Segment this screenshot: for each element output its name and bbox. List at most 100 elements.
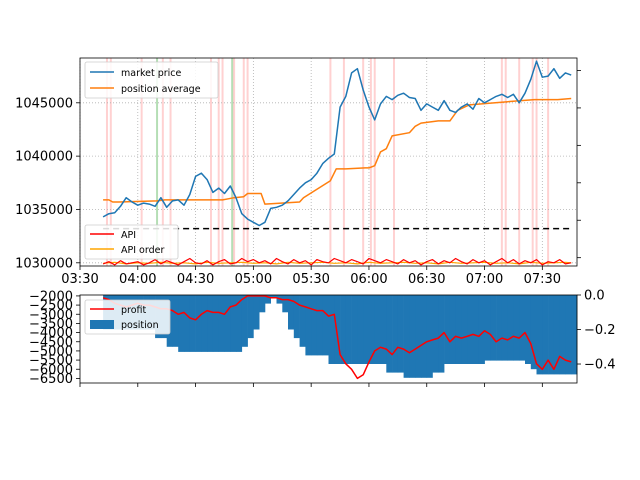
position-bar — [438, 295, 445, 373]
market-price-line — [102, 60, 572, 227]
right-y-tick-label: 0.0 — [584, 289, 605, 304]
left-y-tick-label: −3500 — [29, 317, 73, 332]
position-bar — [496, 295, 503, 361]
top-y-axis: 1030000 1035000 1040000 1045000 — [15, 96, 80, 271]
position-bar — [380, 295, 387, 364]
x-tick-label: 03:30 — [61, 272, 98, 287]
legend-label-api: API — [121, 230, 136, 241]
position-bar — [478, 295, 485, 364]
position-bar — [230, 295, 237, 352]
x-tick-label: 06:00 — [350, 272, 387, 287]
profit-series — [102, 295, 572, 380]
position-bar — [201, 295, 208, 352]
left-y-tick-label: −6500 — [29, 372, 73, 387]
position-bar — [565, 295, 572, 375]
left-y-tick-label: −4500 — [29, 335, 73, 350]
left-y-tick-label: −2000 — [29, 289, 73, 304]
legend-label-market-price: market price — [121, 68, 182, 79]
bottom-x-axis — [79, 383, 543, 387]
position-bar — [519, 295, 526, 361]
position-bar — [553, 295, 560, 375]
bottom-axes-frame — [79, 294, 578, 384]
position-bar — [334, 295, 341, 364]
legend-upper: market price position average — [84, 61, 219, 99]
x-tick-label: 04:00 — [119, 272, 156, 287]
position-bar — [328, 295, 335, 364]
position-bar — [455, 295, 462, 364]
position-bar — [178, 295, 185, 352]
x-tick-label: 05:30 — [292, 272, 329, 287]
y-tick-label: 1035000 — [15, 203, 73, 218]
top-panel: 03:30 04:00 04:30 05:00 05:30 06:00 06:30 07:00… — [15, 57, 581, 287]
left-y-tick-label: −5000 — [29, 344, 73, 359]
position-bar — [397, 295, 404, 373]
x-tick-label: 07:30 — [524, 272, 561, 287]
position-bar — [374, 295, 381, 364]
left-y-tick-label: −2500 — [29, 299, 73, 314]
x-tick-label: 05:00 — [235, 272, 272, 287]
position-bar — [212, 295, 219, 352]
legend-label-position-average: position average — [121, 84, 201, 95]
top-series — [102, 60, 572, 266]
position-bar — [345, 295, 352, 364]
bottom-panel: −2000−2500−3000−3500−4000−4500−5000−5500… — [29, 289, 616, 387]
y-tick-label: 1040000 — [15, 150, 73, 165]
position-bar — [501, 295, 508, 361]
position-bar — [415, 295, 422, 378]
position-bar — [236, 295, 243, 352]
position-bar — [224, 295, 231, 352]
legend-swatch-position — [90, 320, 114, 329]
position-bar — [386, 295, 393, 373]
x-tick-label: 07:00 — [466, 272, 503, 287]
position-bar — [369, 295, 376, 364]
position-bar — [548, 295, 555, 375]
position-bar — [195, 295, 202, 352]
legend-bottom: profit position — [84, 299, 171, 335]
position-bar — [490, 295, 497, 361]
position-bar — [513, 295, 520, 361]
position-bar — [473, 295, 480, 364]
position-bar — [363, 295, 370, 364]
y-tick-label: 1045000 — [15, 96, 73, 111]
position-bar — [426, 295, 433, 378]
right-y-tick-label: −0.2 — [584, 323, 616, 338]
legend-upper-box — [84, 61, 219, 99]
position-bar — [461, 295, 468, 364]
position-bar — [403, 295, 410, 378]
position-bar — [305, 295, 312, 356]
left-y-tick-label: −3000 — [29, 308, 73, 323]
legend-label-api-order: API order — [121, 245, 164, 256]
position-bar — [288, 295, 295, 330]
position-bar — [444, 295, 451, 364]
position-bar — [253, 295, 260, 330]
top-axes-frame — [79, 57, 578, 267]
position-bar — [484, 295, 491, 361]
top-x-axis: 03:30 04:00 04:30 05:00 05:30 06:00 06:30 07:00… — [61, 266, 561, 287]
position-bar — [530, 295, 537, 370]
position-bar — [559, 295, 566, 375]
position-bar — [432, 295, 439, 373]
legend-label-position: position — [121, 320, 159, 331]
position-bar — [184, 295, 191, 352]
position-bar — [282, 295, 289, 313]
bottom-left-y-axis: −2000−2500−3000−3500−4000−4500−5000−5500… — [29, 289, 80, 387]
position-bar — [241, 295, 248, 347]
x-tick-label: 06:30 — [408, 272, 445, 287]
position-bar — [536, 295, 543, 375]
position-bar — [351, 295, 358, 364]
left-y-tick-label: −5500 — [29, 354, 73, 369]
position-bar — [525, 295, 532, 364]
legend-lower: API API order — [84, 224, 179, 260]
legend-label-profit: profit — [121, 305, 147, 316]
position-bar — [409, 295, 416, 378]
position-bar — [542, 295, 549, 375]
position-bar — [207, 295, 214, 352]
bottom-right-y-axis: 0.0 −0.2 −0.4 — [577, 289, 616, 373]
position-average-line — [103, 97, 572, 205]
position-bar — [357, 295, 364, 364]
position-bar — [340, 295, 347, 364]
position-bar — [218, 295, 225, 352]
position-bar — [293, 295, 300, 339]
x-tick-label: 04:30 — [177, 272, 214, 287]
